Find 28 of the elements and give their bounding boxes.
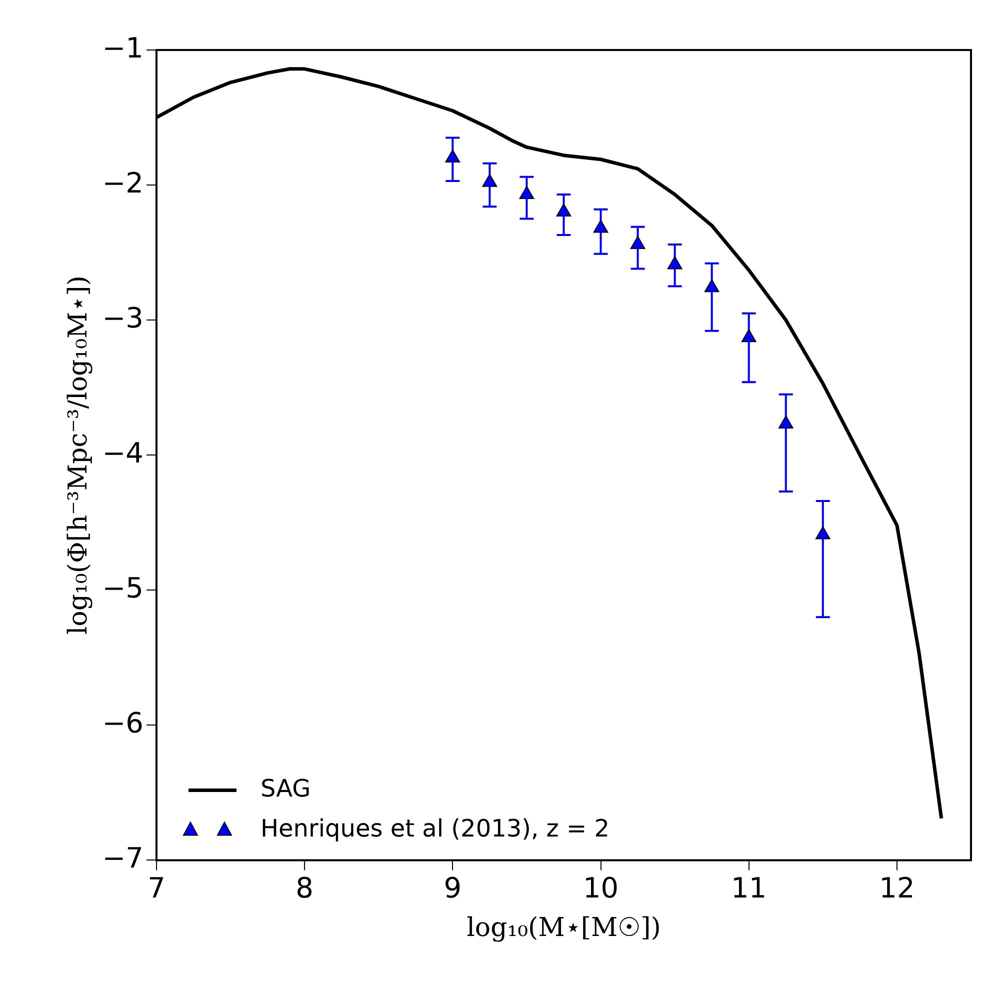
point	[778, 416, 794, 429]
point	[667, 256, 682, 270]
x-axis-title: log₁₀(M⋆[M☉])	[466, 913, 661, 944]
x-tick-label: 12	[879, 871, 915, 904]
x-tick-label: 10	[582, 871, 619, 904]
point	[815, 526, 830, 540]
y-tick-label: −2	[102, 166, 144, 200]
y-tick-label: −3	[102, 301, 144, 334]
point	[593, 220, 608, 233]
point	[482, 174, 498, 187]
y-tick-label: −6	[102, 706, 144, 740]
y-tick-label: −7	[102, 841, 144, 874]
point	[556, 204, 572, 217]
x-tick-label: 8	[296, 871, 314, 904]
y-tick-label: −5	[102, 571, 144, 604]
x-tick-label: 9	[444, 871, 462, 904]
y-axis-title: log₁₀(Φ[h⁻³Mpc⁻³/log₁₀M⋆])	[63, 276, 94, 635]
x-tick-label: 11	[731, 871, 767, 904]
point	[445, 150, 460, 163]
x-tick-label: 7	[148, 871, 166, 904]
point	[704, 279, 720, 292]
point	[630, 236, 646, 249]
legend-label: SAG	[260, 774, 311, 802]
point	[519, 186, 534, 199]
y-tick-label: −4	[102, 436, 144, 470]
legend-label: Henriques et al (2013), z = 2	[260, 814, 610, 842]
y-tick-label: −1	[102, 31, 144, 64]
point	[741, 329, 756, 342]
